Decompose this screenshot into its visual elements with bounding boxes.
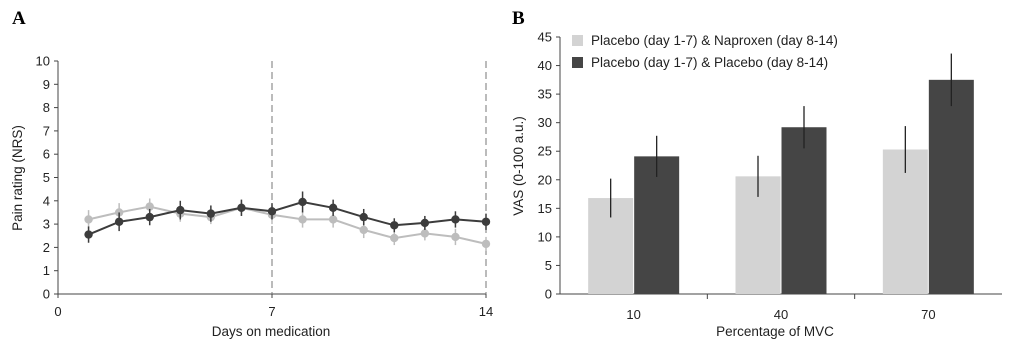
category-label: 10	[626, 307, 640, 322]
bar-naproxen	[882, 149, 928, 294]
series-line-1	[88, 205, 487, 245]
y-tick-label-a: 6	[43, 147, 50, 162]
y-axis-title-a: Pain rating (NRS)	[10, 125, 25, 231]
x-tick-label-a: 14	[479, 304, 493, 319]
data-point	[267, 207, 277, 216]
y-axis-title-b: VAS (0-100 a.u.)	[511, 116, 526, 216]
y-tick-label-b: 35	[538, 87, 552, 102]
data-point	[114, 217, 124, 226]
y-tick-label-a: 8	[43, 100, 50, 115]
y-tick-label-b: 10	[538, 229, 552, 244]
data-point	[176, 205, 185, 215]
y-tick-label-b: 40	[538, 58, 552, 73]
y-tick-label-a: 7	[43, 123, 50, 138]
bar-placebo	[928, 79, 974, 294]
category-label: 40	[774, 307, 788, 322]
legend-label-placebo: Placebo (day 1-7) & Placebo (day 8-14)	[591, 55, 828, 70]
y-tick-label-a: 2	[43, 240, 50, 255]
line-chart-panel: 0 1 2 3 4 5 6 7 8 9 10 0 7 14	[36, 54, 494, 320]
x-tick-label-a: 7	[268, 304, 275, 319]
data-point	[84, 230, 93, 239]
data-point	[359, 225, 368, 235]
data-point	[451, 215, 460, 224]
data-point	[298, 215, 307, 224]
legend-label-naproxen: Placebo (day 1-7) & Naproxen (day 8-14)	[591, 33, 838, 48]
legend-swatch-placebo	[572, 57, 583, 68]
data-point	[390, 233, 399, 243]
y-tick-label-b: 5	[545, 258, 552, 273]
y-tick-label-a: 9	[43, 77, 50, 92]
bar-chart-panel: 0 5 10 15 20 25 30 35 40 45 10 40 70	[538, 30, 1002, 322]
data-point	[206, 209, 216, 218]
x-axis-title-b: Percentage of MVC	[716, 324, 834, 339]
legend: Placebo (day 1-7) & Naproxen (day 8-14) …	[572, 33, 838, 70]
data-point	[84, 215, 93, 224]
data-point	[359, 212, 368, 222]
data-point	[237, 203, 246, 212]
data-point	[328, 203, 338, 212]
data-point	[390, 221, 399, 230]
data-point	[451, 232, 460, 242]
y-tick-label-a: 1	[43, 263, 50, 278]
series-line-2	[88, 200, 487, 236]
y-tick-label-a: 5	[43, 170, 50, 185]
data-point	[481, 217, 491, 226]
y-tick-label-b: 30	[538, 115, 552, 130]
data-point	[420, 229, 430, 238]
data-point	[145, 212, 154, 222]
data-point	[328, 215, 338, 224]
y-tick-label-a: 4	[43, 193, 50, 208]
data-point	[481, 239, 491, 249]
data-point	[298, 197, 307, 207]
y-tick-label-b: 45	[538, 30, 552, 45]
panel-label-b: B	[512, 8, 525, 29]
y-tick-label-b: 15	[538, 201, 552, 216]
y-tick-label-b: 0	[545, 287, 552, 302]
bar-placebo	[781, 127, 827, 294]
y-tick-label-b: 20	[538, 172, 552, 187]
y-tick-label-a: 10	[36, 54, 50, 69]
category-label: 70	[921, 307, 935, 322]
panel-label-a: A	[12, 8, 26, 29]
data-point	[420, 218, 430, 228]
legend-swatch-naproxen	[572, 35, 583, 46]
y-tick-label-a: 3	[43, 217, 50, 232]
y-tick-label-a: 0	[43, 287, 50, 302]
bar-placebo	[634, 156, 680, 294]
x-tick-label-a: 0	[54, 304, 61, 319]
data-point	[145, 202, 154, 211]
y-tick-label-b: 25	[538, 144, 552, 159]
x-axis-title-a: Days on medication	[212, 324, 331, 339]
